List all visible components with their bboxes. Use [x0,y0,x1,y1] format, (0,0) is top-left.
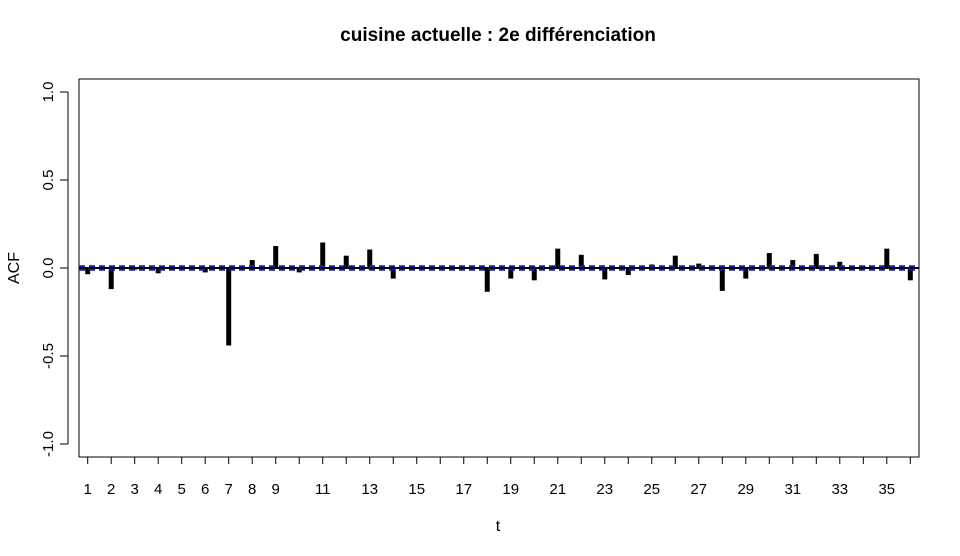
x-axis: 1 2 3 4 5 6 7 8 9 11 13 15 17 19 21 23 25 27 29 31 33 35 [84,456,911,498]
y-tick-label: 0.5 [40,170,57,191]
chart-title: cuisine actuelle : 2e différenciation [340,25,656,46]
x-tick-label: 33 [831,481,848,498]
y-axis: -1.0 -0.5 0.0 0.5 1.0 [40,82,69,457]
x-tick-label: 4 [154,481,162,498]
y-tick-label: 0.0 [40,258,57,279]
x-tick-label: 35 [878,481,895,498]
x-tick-label: 27 [690,481,707,498]
x-tick-label: 17 [455,481,472,498]
x-tick-label: 21 [549,481,566,498]
x-tick-label: 13 [361,481,378,498]
bars-group [79,242,919,346]
x-tick-label: 6 [201,481,209,498]
x-tick-label: 5 [178,481,186,498]
x-tick-label: 9 [272,481,280,498]
y-axis-label: ACF [6,252,23,284]
x-tick-label: 19 [502,481,519,498]
y-tick-label: 1.0 [40,82,57,103]
x-tick-label: 25 [643,481,660,498]
x-tick-label: 7 [225,481,233,498]
x-tick-label: 2 [107,481,115,498]
x-tick-label: 1 [84,481,92,498]
x-tick-label: 8 [248,481,256,498]
y-tick-label: -1.0 [40,431,57,457]
x-tick-label: 11 [315,481,331,498]
x-axis-label: t [496,518,501,535]
y-tick-label: -0.5 [40,343,57,369]
x-tick-label: 31 [784,481,801,498]
x-tick-label: 29 [737,481,754,498]
x-tick-label: 23 [596,481,613,498]
x-tick-label: 3 [131,481,139,498]
x-tick-label: 15 [408,481,425,498]
